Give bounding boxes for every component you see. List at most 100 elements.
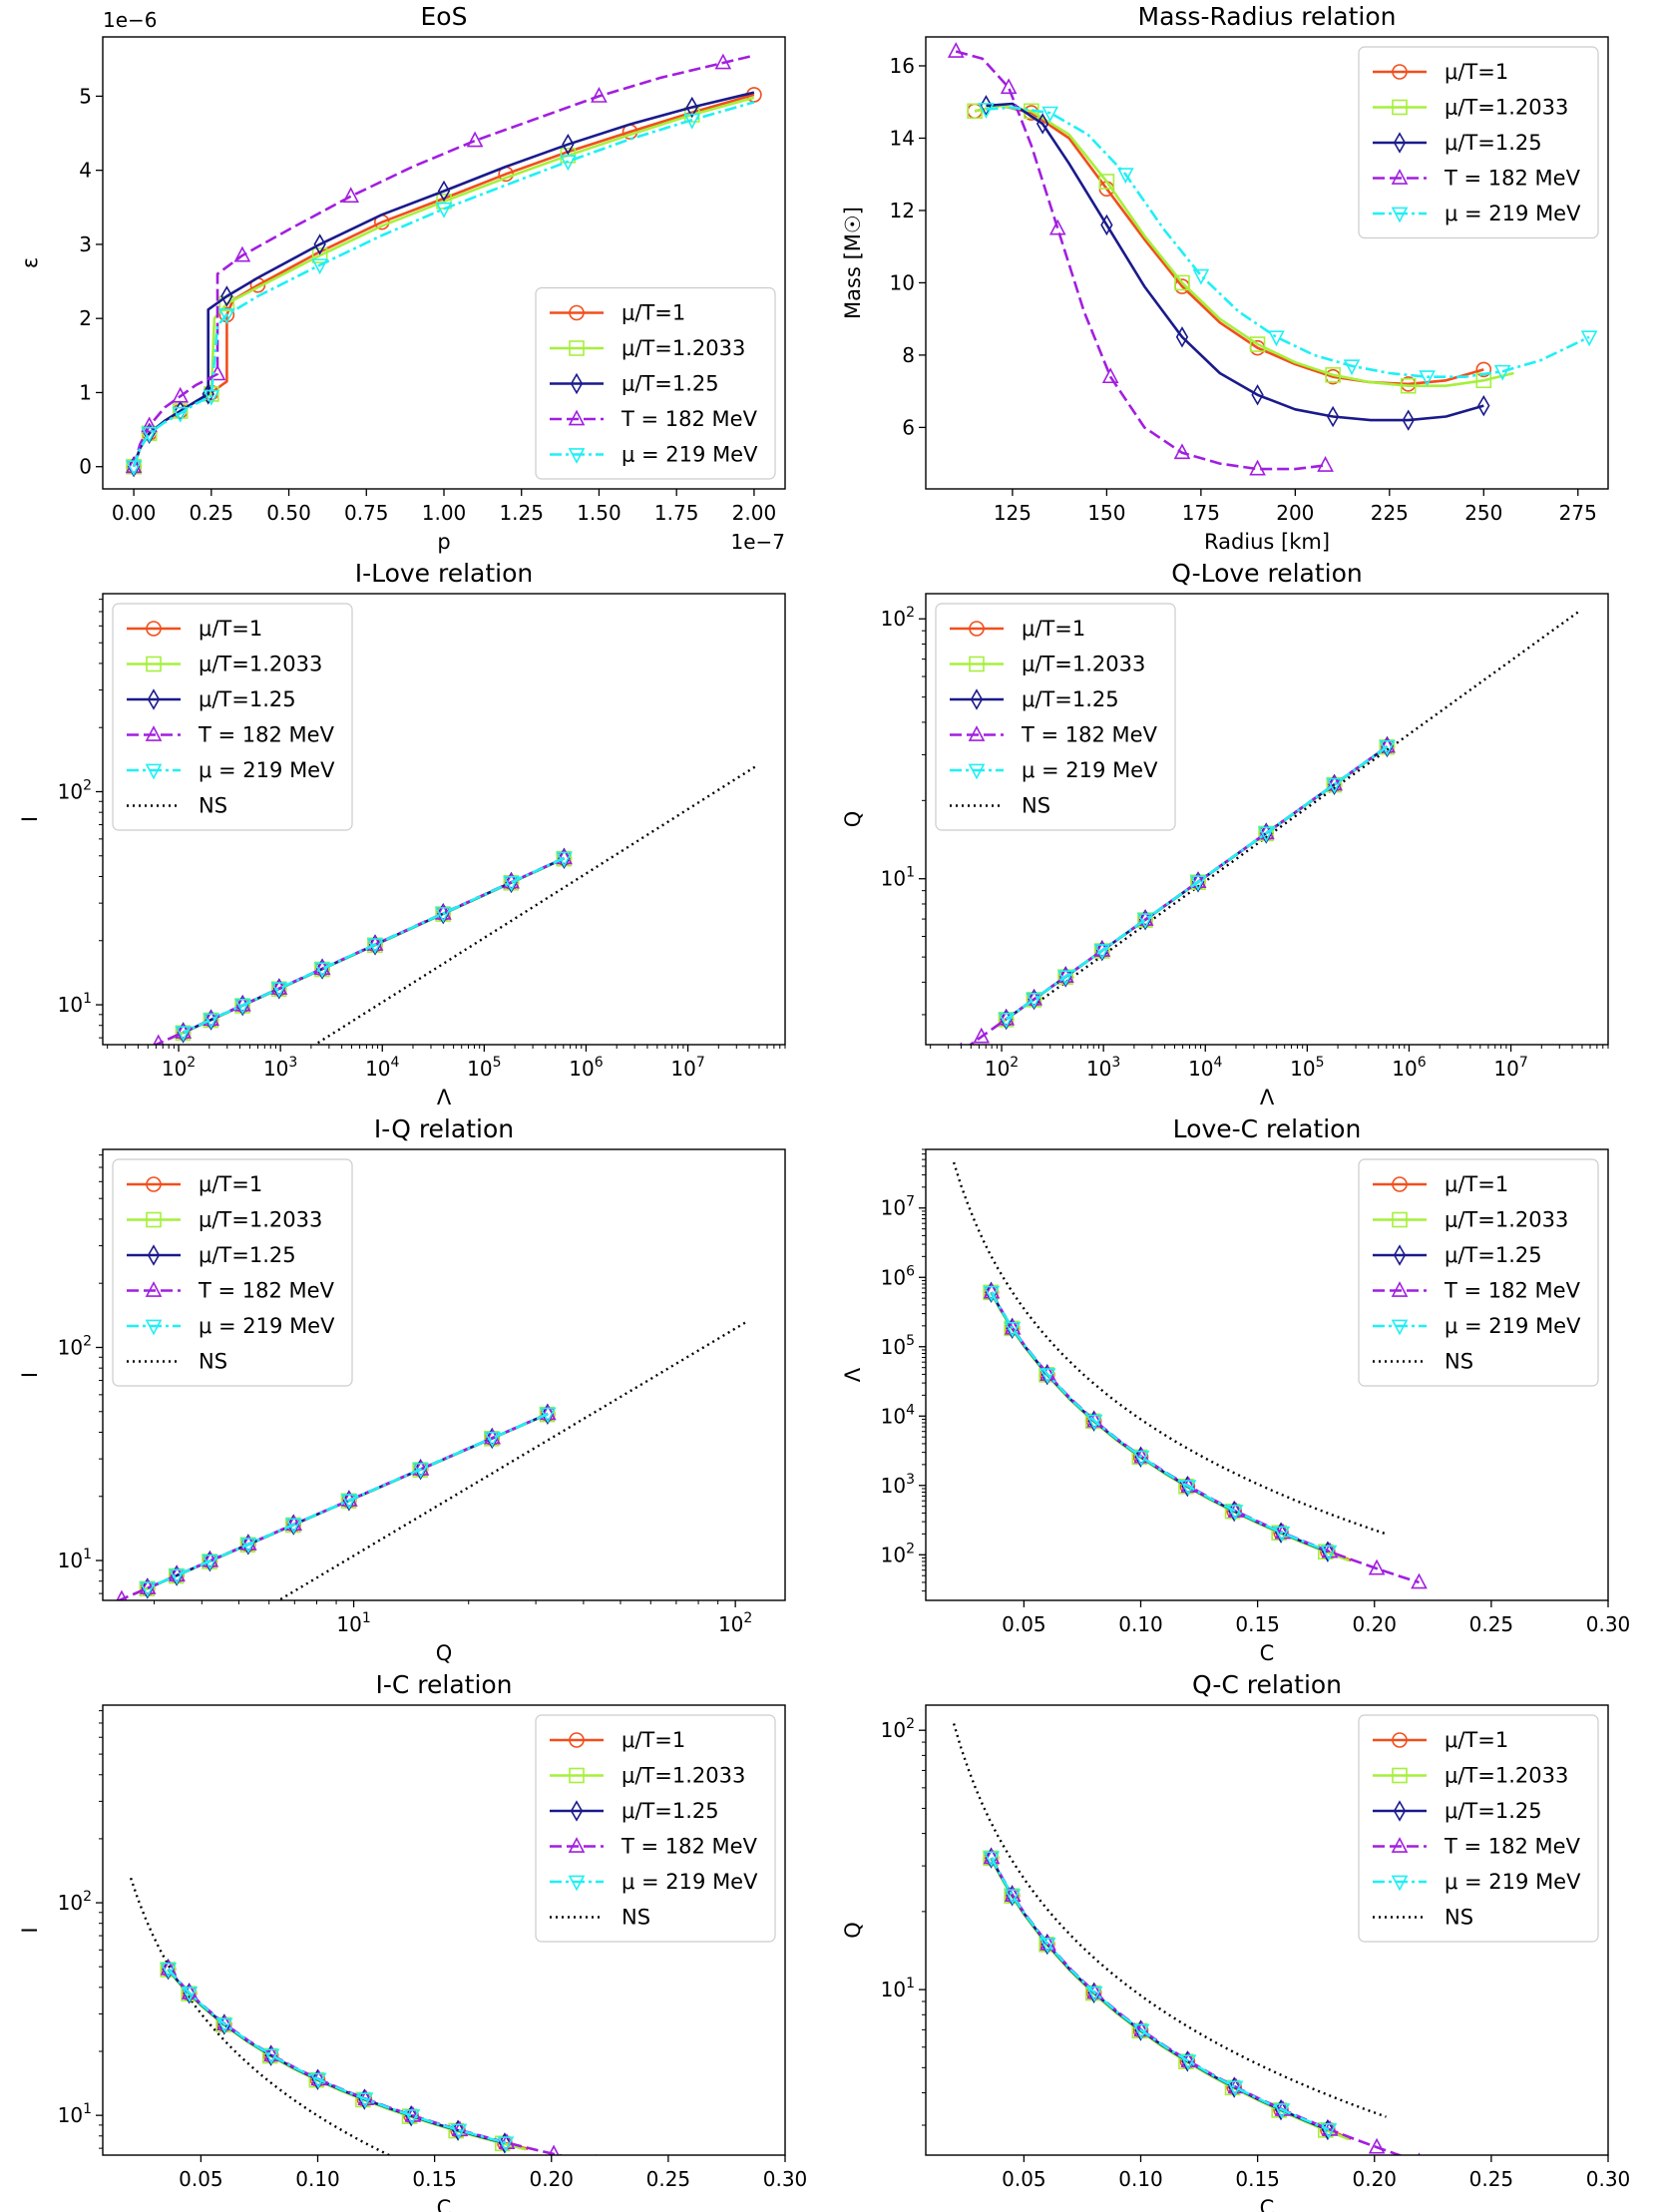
legend-marker-mu219 — [968, 763, 986, 780]
legend-marker-mu219 — [145, 763, 163, 780]
legend: μ/T=1 μ/T=1.2033 μ/T=1.25 T = 182 MeV μ = 21… — [112, 1158, 353, 1387]
data-point-mu219 — [1226, 2080, 1244, 2097]
data-point-t182 — [1048, 219, 1066, 235]
data-point-mu12033 — [1249, 336, 1266, 352]
data-point-t182 — [125, 457, 143, 474]
x-tick-label: 101 — [336, 1610, 370, 1636]
y-tick-label: 102 — [881, 1716, 915, 1742]
data-point-mu219 — [1179, 2054, 1197, 2071]
data-point-t182 — [342, 187, 360, 204]
x-tick-label: 103 — [1086, 1055, 1120, 1081]
legend-marker-mu1 — [146, 621, 162, 637]
y-tick-label: 101 — [58, 1547, 92, 1572]
data-point-mu12033 — [1325, 367, 1341, 383]
series-line-t182 — [990, 1291, 1420, 1584]
legend-marker-mu1 — [569, 304, 585, 321]
legend-label-ns: NS — [1445, 1906, 1473, 1930]
y-tick-label: 101 — [58, 2101, 92, 2127]
series-line-t182 — [132, 54, 755, 468]
y-axis-label: I — [18, 1927, 42, 1933]
data-point-mu219 — [1258, 826, 1275, 843]
legend-marker-mu219 — [1391, 207, 1409, 223]
data-point-t182 — [595, 2153, 598, 2155]
series-line-mu12033 — [990, 1857, 1350, 2141]
series-line-t182 — [167, 1968, 565, 2155]
data-point-mu219 — [215, 2017, 233, 2034]
x-tick-label: 107 — [1493, 1055, 1527, 1081]
axes-frame — [925, 593, 1609, 1046]
data-point-mu219 — [1038, 1938, 1056, 1954]
data-point-mu219 — [484, 1431, 501, 1448]
data-point-mu125 — [562, 133, 575, 156]
data-point-mu125 — [1035, 113, 1049, 135]
chart-panel-7: I-C relation 0.05 0.10 0.15 0.20 0.25 0.30 101 1… — [18, 1670, 807, 2212]
data-point-mu219 — [239, 1538, 257, 1554]
x-tick-label: 0.25 — [1469, 1612, 1514, 1636]
data-point-t182 — [591, 86, 608, 103]
legend-label-mu219: μ = 219 MeV — [621, 443, 758, 467]
legend-marker-mu1 — [1392, 64, 1408, 80]
y-tick-label: 102 — [881, 605, 915, 631]
legend-box — [1358, 1158, 1599, 1387]
data-point-mu219 — [203, 389, 220, 406]
plot-area — [952, 1161, 1428, 1589]
legend-label-t182: T = 182 MeV — [621, 1835, 758, 1859]
legend-label-mu1: μ/T=1 — [621, 1728, 685, 1752]
data-point-mu219 — [1189, 875, 1207, 892]
y-tick-label: 107 — [881, 1194, 915, 1220]
legend-label-mu1: μ/T=1 — [199, 617, 262, 641]
series-line-mu219 — [183, 856, 566, 1034]
chart-title: Love-C relation — [1173, 1114, 1362, 1143]
legend-marker-mu125 — [570, 1800, 584, 1822]
chart-panel-5: I-Q relation 101 102 101 102 Q Iμ/T=1 μ/T=1.203… — [18, 1114, 786, 1665]
plot-area — [959, 611, 1579, 1045]
legend-label-mu1: μ/T=1 — [621, 301, 685, 325]
legend-label-mu125: μ/T=1.25 — [621, 1799, 719, 1823]
chart-title: Q-C relation — [1192, 1670, 1342, 1699]
legend-box — [535, 1714, 776, 1943]
series-line-NS — [952, 1161, 1387, 1536]
data-point-t182 — [153, 1034, 165, 1045]
legend-marker-mu12033 — [569, 1767, 585, 1784]
legend-marker-mu219 — [568, 1875, 586, 1892]
x-tick-label: 107 — [670, 1055, 704, 1081]
data-point-mu219 — [983, 1285, 1001, 1302]
data-point-mu12033 — [967, 103, 983, 120]
legend-marker-mu219 — [1391, 1319, 1409, 1336]
data-point-t182 — [1173, 443, 1191, 460]
y-tick-label: 105 — [881, 1333, 915, 1359]
legend-label-mu12033: μ/T=1.2033 — [621, 1764, 745, 1788]
legend-label-mu219: μ = 219 MeV — [1445, 1314, 1581, 1338]
data-point-t182 — [139, 1578, 157, 1594]
series-line-mu219 — [990, 1291, 1330, 1553]
data-point-mu219 — [978, 103, 995, 119]
series-line-NS — [1032, 611, 1579, 1008]
y-tick-label: 4 — [79, 159, 92, 183]
series-line-NS — [129, 1877, 392, 2155]
data-point-mu219 — [175, 1026, 193, 1043]
data-point-t182 — [1326, 774, 1343, 791]
legend-label-mu125: μ/T=1.25 — [1445, 1799, 1542, 1823]
x-tick-label: 0.30 — [763, 2167, 808, 2191]
plot-area — [125, 53, 762, 478]
data-point-t182 — [556, 848, 573, 865]
data-point-mu219 — [560, 155, 577, 172]
x-tick-label: 1.50 — [577, 501, 621, 525]
series-line-NS — [952, 1723, 1387, 2118]
data-point-mu125 — [220, 285, 233, 307]
plot-area — [116, 1321, 746, 1600]
data-point-t182 — [412, 1459, 430, 1476]
legend-marker-t182 — [145, 725, 163, 741]
legend-label-mu12033: μ/T=1.2033 — [199, 1208, 322, 1232]
y-offset-label: 1e−6 — [103, 8, 158, 32]
legend-marker-mu219 — [145, 1319, 163, 1336]
data-point-mu125 — [1274, 2098, 1288, 2121]
legend-label-ns: NS — [1445, 1350, 1473, 1374]
data-point-t182 — [1368, 1558, 1386, 1575]
data-point-mu219 — [160, 1963, 178, 1979]
x-axis-label: Λ — [437, 1086, 452, 1109]
data-point-t182 — [983, 1282, 1001, 1299]
data-point-mu219 — [1179, 1480, 1197, 1497]
y-axis-label: Q — [841, 811, 865, 828]
